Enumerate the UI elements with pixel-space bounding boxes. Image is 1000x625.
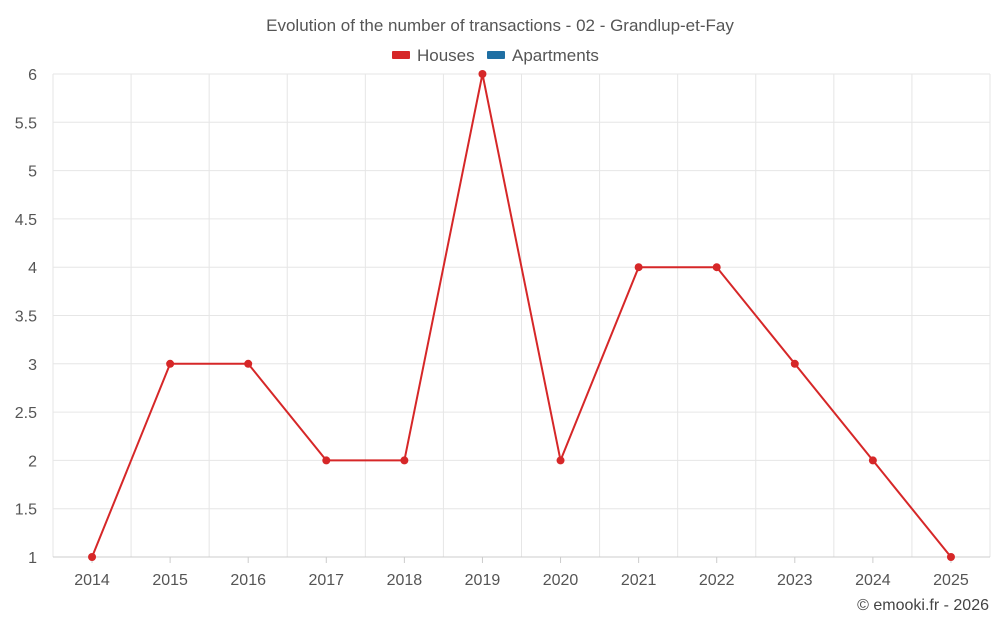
data-point-houses[interactable] xyxy=(712,263,721,272)
legend-item-houses[interactable]: Houses xyxy=(392,46,475,65)
x-axis: 2014 2015 2016 2017 2018 2019 2020 2021 2022 2023… xyxy=(53,556,990,589)
y-tick-label: 2 xyxy=(28,453,37,470)
chart-title: Evolution of the number of transactions … xyxy=(266,16,734,35)
series-houses xyxy=(88,70,955,561)
data-point-houses[interactable] xyxy=(166,359,175,368)
data-point-houses[interactable] xyxy=(88,553,97,561)
legend-item-apartments[interactable]: Apartments xyxy=(487,46,599,65)
y-tick-label: 4 xyxy=(28,260,37,277)
data-point-houses[interactable] xyxy=(478,70,487,78)
legend-label-apartments: Apartments xyxy=(512,46,599,65)
x-tick-label: 2024 xyxy=(855,572,891,589)
legend: Houses Apartments xyxy=(392,46,599,65)
y-tick-label: 5 xyxy=(28,164,37,181)
data-point-houses[interactable] xyxy=(946,553,955,561)
series-line-houses xyxy=(91,73,952,558)
x-tick-label: 2016 xyxy=(230,572,266,589)
y-tick-label: 2.5 xyxy=(15,405,37,422)
y-tick-label: 6 xyxy=(28,67,37,84)
y-tick-label: 3 xyxy=(28,357,37,374)
data-point-houses[interactable] xyxy=(790,359,799,368)
y-tick-label: 4.5 xyxy=(15,212,37,229)
x-tick-label: 2022 xyxy=(699,572,735,589)
x-tick-label: 2018 xyxy=(387,572,423,589)
y-tick-label: 1.5 xyxy=(15,502,37,519)
y-tick-label: 1 xyxy=(28,550,37,567)
data-point-houses[interactable] xyxy=(244,359,253,368)
x-tick-label: 2021 xyxy=(621,572,657,589)
x-tick-label: 2017 xyxy=(308,572,344,589)
x-tick-label: 2015 xyxy=(152,572,188,589)
data-point-houses[interactable] xyxy=(556,456,565,465)
legend-label-houses: Houses xyxy=(417,46,475,65)
x-tick-label: 2019 xyxy=(465,572,501,589)
x-tick-label: 2020 xyxy=(543,572,579,589)
x-tick-label: 2025 xyxy=(933,572,969,589)
x-tick-label: 2014 xyxy=(74,572,110,589)
y-tick-label: 5.5 xyxy=(15,115,37,132)
x-tick-label: 2023 xyxy=(777,572,813,589)
grid xyxy=(52,73,991,557)
data-point-houses[interactable] xyxy=(868,456,877,465)
y-tick-label: 3.5 xyxy=(15,309,37,326)
legend-swatch-houses xyxy=(392,51,410,59)
y-axis: 1 1.5 2 2.5 3 3.5 4 4.5 5 5.5 6 xyxy=(15,67,37,567)
data-point-houses[interactable] xyxy=(322,456,331,465)
data-point-houses[interactable] xyxy=(634,263,643,272)
legend-swatch-apartments xyxy=(487,51,505,59)
credit-text: © emooki.fr - 2026 xyxy=(857,597,989,614)
data-point-houses[interactable] xyxy=(400,456,409,465)
